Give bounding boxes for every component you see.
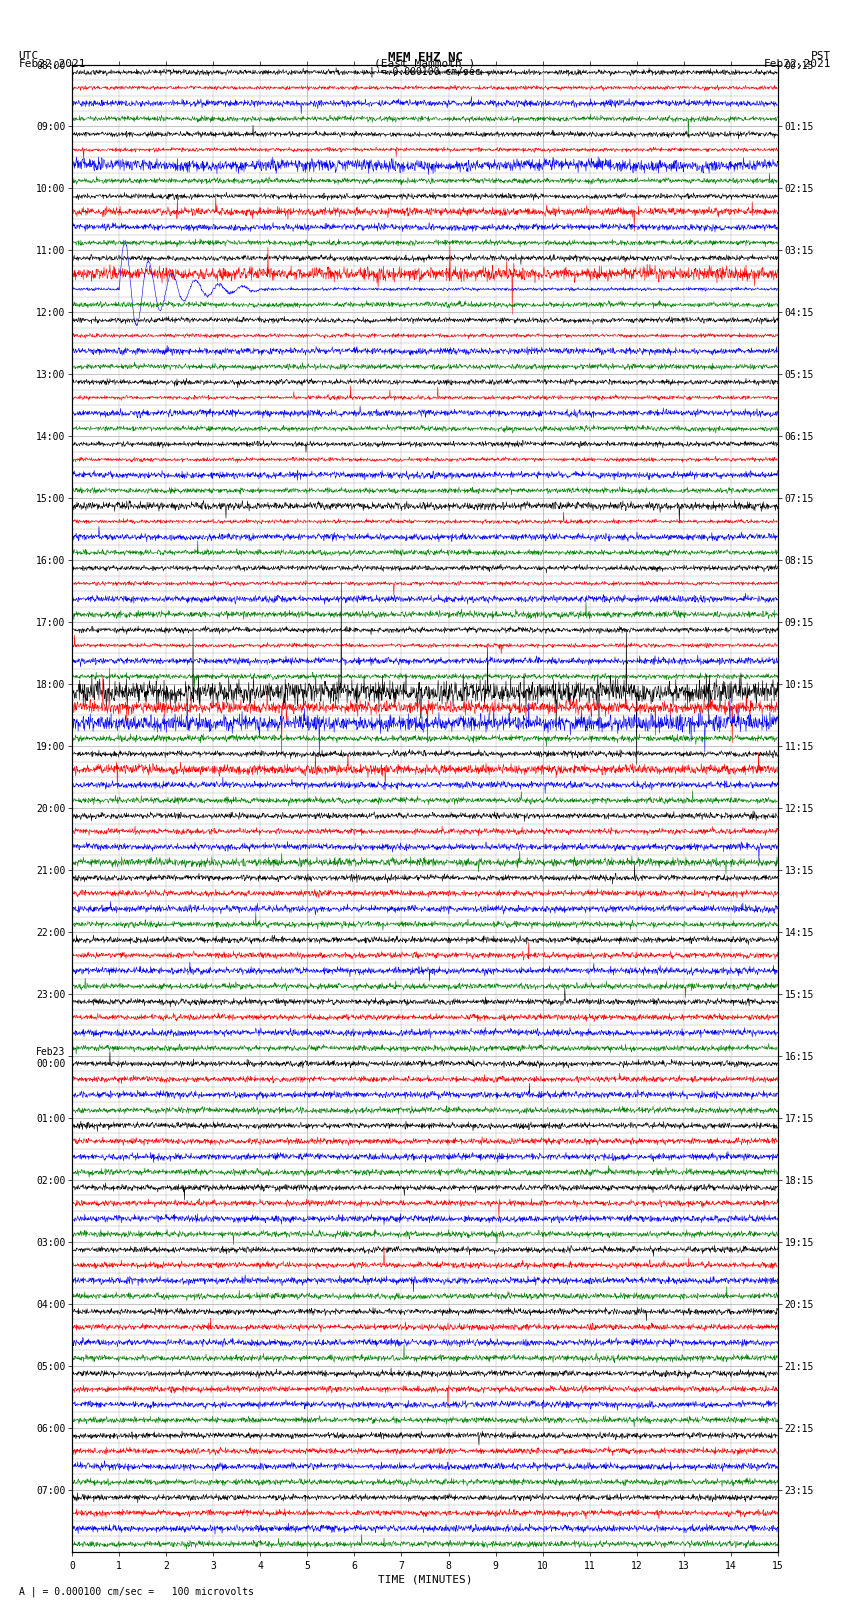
- Text: A | = 0.000100 cm/sec =   100 microvolts: A | = 0.000100 cm/sec = 100 microvolts: [19, 1586, 253, 1597]
- Text: UTC: UTC: [19, 50, 39, 61]
- Text: (East Mammoth ): (East Mammoth ): [374, 58, 476, 69]
- Text: MEM EHZ NC: MEM EHZ NC: [388, 50, 462, 65]
- X-axis label: TIME (MINUTES): TIME (MINUTES): [377, 1574, 473, 1586]
- Text: Feb22,2021: Feb22,2021: [19, 58, 86, 69]
- Text: Feb22,2021: Feb22,2021: [764, 58, 831, 69]
- Text: | = 0.000100 cm/sec: | = 0.000100 cm/sec: [369, 66, 481, 77]
- Text: PST: PST: [811, 50, 831, 61]
